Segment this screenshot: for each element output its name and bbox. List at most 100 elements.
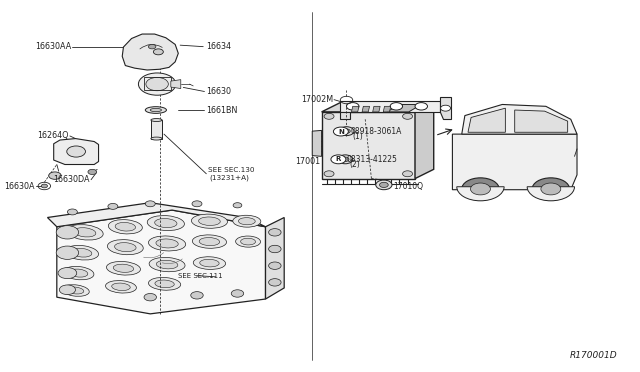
Circle shape xyxy=(269,245,281,253)
Ellipse shape xyxy=(149,257,185,272)
Ellipse shape xyxy=(156,260,178,269)
Text: 08313-41225: 08313-41225 xyxy=(346,155,397,164)
Polygon shape xyxy=(47,203,266,227)
Circle shape xyxy=(145,201,156,207)
Circle shape xyxy=(346,103,359,110)
Ellipse shape xyxy=(151,137,162,140)
Circle shape xyxy=(440,105,451,111)
Circle shape xyxy=(342,157,349,161)
Circle shape xyxy=(191,292,204,299)
Circle shape xyxy=(56,246,79,259)
Circle shape xyxy=(415,103,428,110)
Ellipse shape xyxy=(239,218,255,225)
Ellipse shape xyxy=(69,269,88,277)
Ellipse shape xyxy=(200,259,219,267)
Circle shape xyxy=(138,73,176,95)
Text: R: R xyxy=(336,156,341,162)
Polygon shape xyxy=(151,120,162,138)
Circle shape xyxy=(380,182,388,187)
Circle shape xyxy=(541,183,561,195)
Circle shape xyxy=(403,113,413,119)
Text: 17002M: 17002M xyxy=(301,95,333,104)
Text: 17001: 17001 xyxy=(295,157,321,166)
Ellipse shape xyxy=(115,222,136,231)
Polygon shape xyxy=(312,131,321,156)
Polygon shape xyxy=(266,218,284,299)
Circle shape xyxy=(154,49,163,55)
Ellipse shape xyxy=(106,280,136,293)
Circle shape xyxy=(192,201,202,207)
Text: (1): (1) xyxy=(353,132,364,141)
Ellipse shape xyxy=(113,264,134,272)
Ellipse shape xyxy=(115,243,136,252)
Text: N: N xyxy=(338,128,344,135)
Ellipse shape xyxy=(145,107,166,113)
Polygon shape xyxy=(372,106,380,112)
Circle shape xyxy=(532,178,570,200)
Text: (13231+A): (13231+A) xyxy=(209,174,250,181)
Polygon shape xyxy=(57,210,266,314)
Ellipse shape xyxy=(155,219,177,228)
Ellipse shape xyxy=(72,248,92,257)
Polygon shape xyxy=(515,110,568,132)
Polygon shape xyxy=(54,138,99,164)
Text: 16634: 16634 xyxy=(205,42,230,51)
Ellipse shape xyxy=(67,225,103,240)
Circle shape xyxy=(339,127,354,136)
Ellipse shape xyxy=(236,236,260,247)
Circle shape xyxy=(56,226,79,239)
Polygon shape xyxy=(340,101,440,112)
Circle shape xyxy=(470,183,490,195)
Polygon shape xyxy=(362,106,369,112)
Polygon shape xyxy=(340,112,349,119)
Polygon shape xyxy=(171,80,180,89)
Circle shape xyxy=(231,290,244,297)
Ellipse shape xyxy=(147,215,184,231)
Circle shape xyxy=(390,103,403,110)
Ellipse shape xyxy=(74,228,96,237)
Circle shape xyxy=(233,203,242,208)
Circle shape xyxy=(403,171,413,177)
Circle shape xyxy=(376,180,392,190)
Ellipse shape xyxy=(106,262,140,275)
Circle shape xyxy=(461,178,499,200)
Ellipse shape xyxy=(65,246,99,260)
Circle shape xyxy=(67,209,77,215)
Text: SEE SEC.130: SEE SEC.130 xyxy=(208,167,255,173)
Circle shape xyxy=(331,155,346,164)
Polygon shape xyxy=(452,134,577,190)
Circle shape xyxy=(60,285,76,295)
Polygon shape xyxy=(387,105,421,112)
Circle shape xyxy=(269,229,281,236)
Text: 16630A: 16630A xyxy=(4,182,35,190)
Text: 1661BN: 1661BN xyxy=(206,106,237,115)
Circle shape xyxy=(324,113,334,119)
Ellipse shape xyxy=(108,240,143,255)
Wedge shape xyxy=(527,187,575,201)
Ellipse shape xyxy=(241,238,255,245)
Circle shape xyxy=(108,203,118,209)
Text: 16630DA: 16630DA xyxy=(53,175,90,184)
Text: 17010Q: 17010Q xyxy=(393,182,423,191)
Text: (2): (2) xyxy=(349,160,360,169)
Circle shape xyxy=(41,184,47,188)
Ellipse shape xyxy=(63,266,94,280)
Circle shape xyxy=(148,44,156,49)
Polygon shape xyxy=(468,108,506,132)
Polygon shape xyxy=(383,106,391,112)
Circle shape xyxy=(146,77,168,91)
Circle shape xyxy=(67,146,86,157)
Circle shape xyxy=(58,267,77,279)
Ellipse shape xyxy=(108,219,142,234)
Text: 16630: 16630 xyxy=(206,87,231,96)
Polygon shape xyxy=(415,103,434,179)
Ellipse shape xyxy=(155,280,174,288)
Text: R170001D: R170001D xyxy=(570,351,618,360)
Ellipse shape xyxy=(67,287,84,294)
Ellipse shape xyxy=(156,239,178,248)
Ellipse shape xyxy=(151,119,162,122)
Ellipse shape xyxy=(148,236,186,251)
Text: SEE SEC.111: SEE SEC.111 xyxy=(179,273,223,279)
Polygon shape xyxy=(461,105,577,134)
Circle shape xyxy=(144,294,157,301)
